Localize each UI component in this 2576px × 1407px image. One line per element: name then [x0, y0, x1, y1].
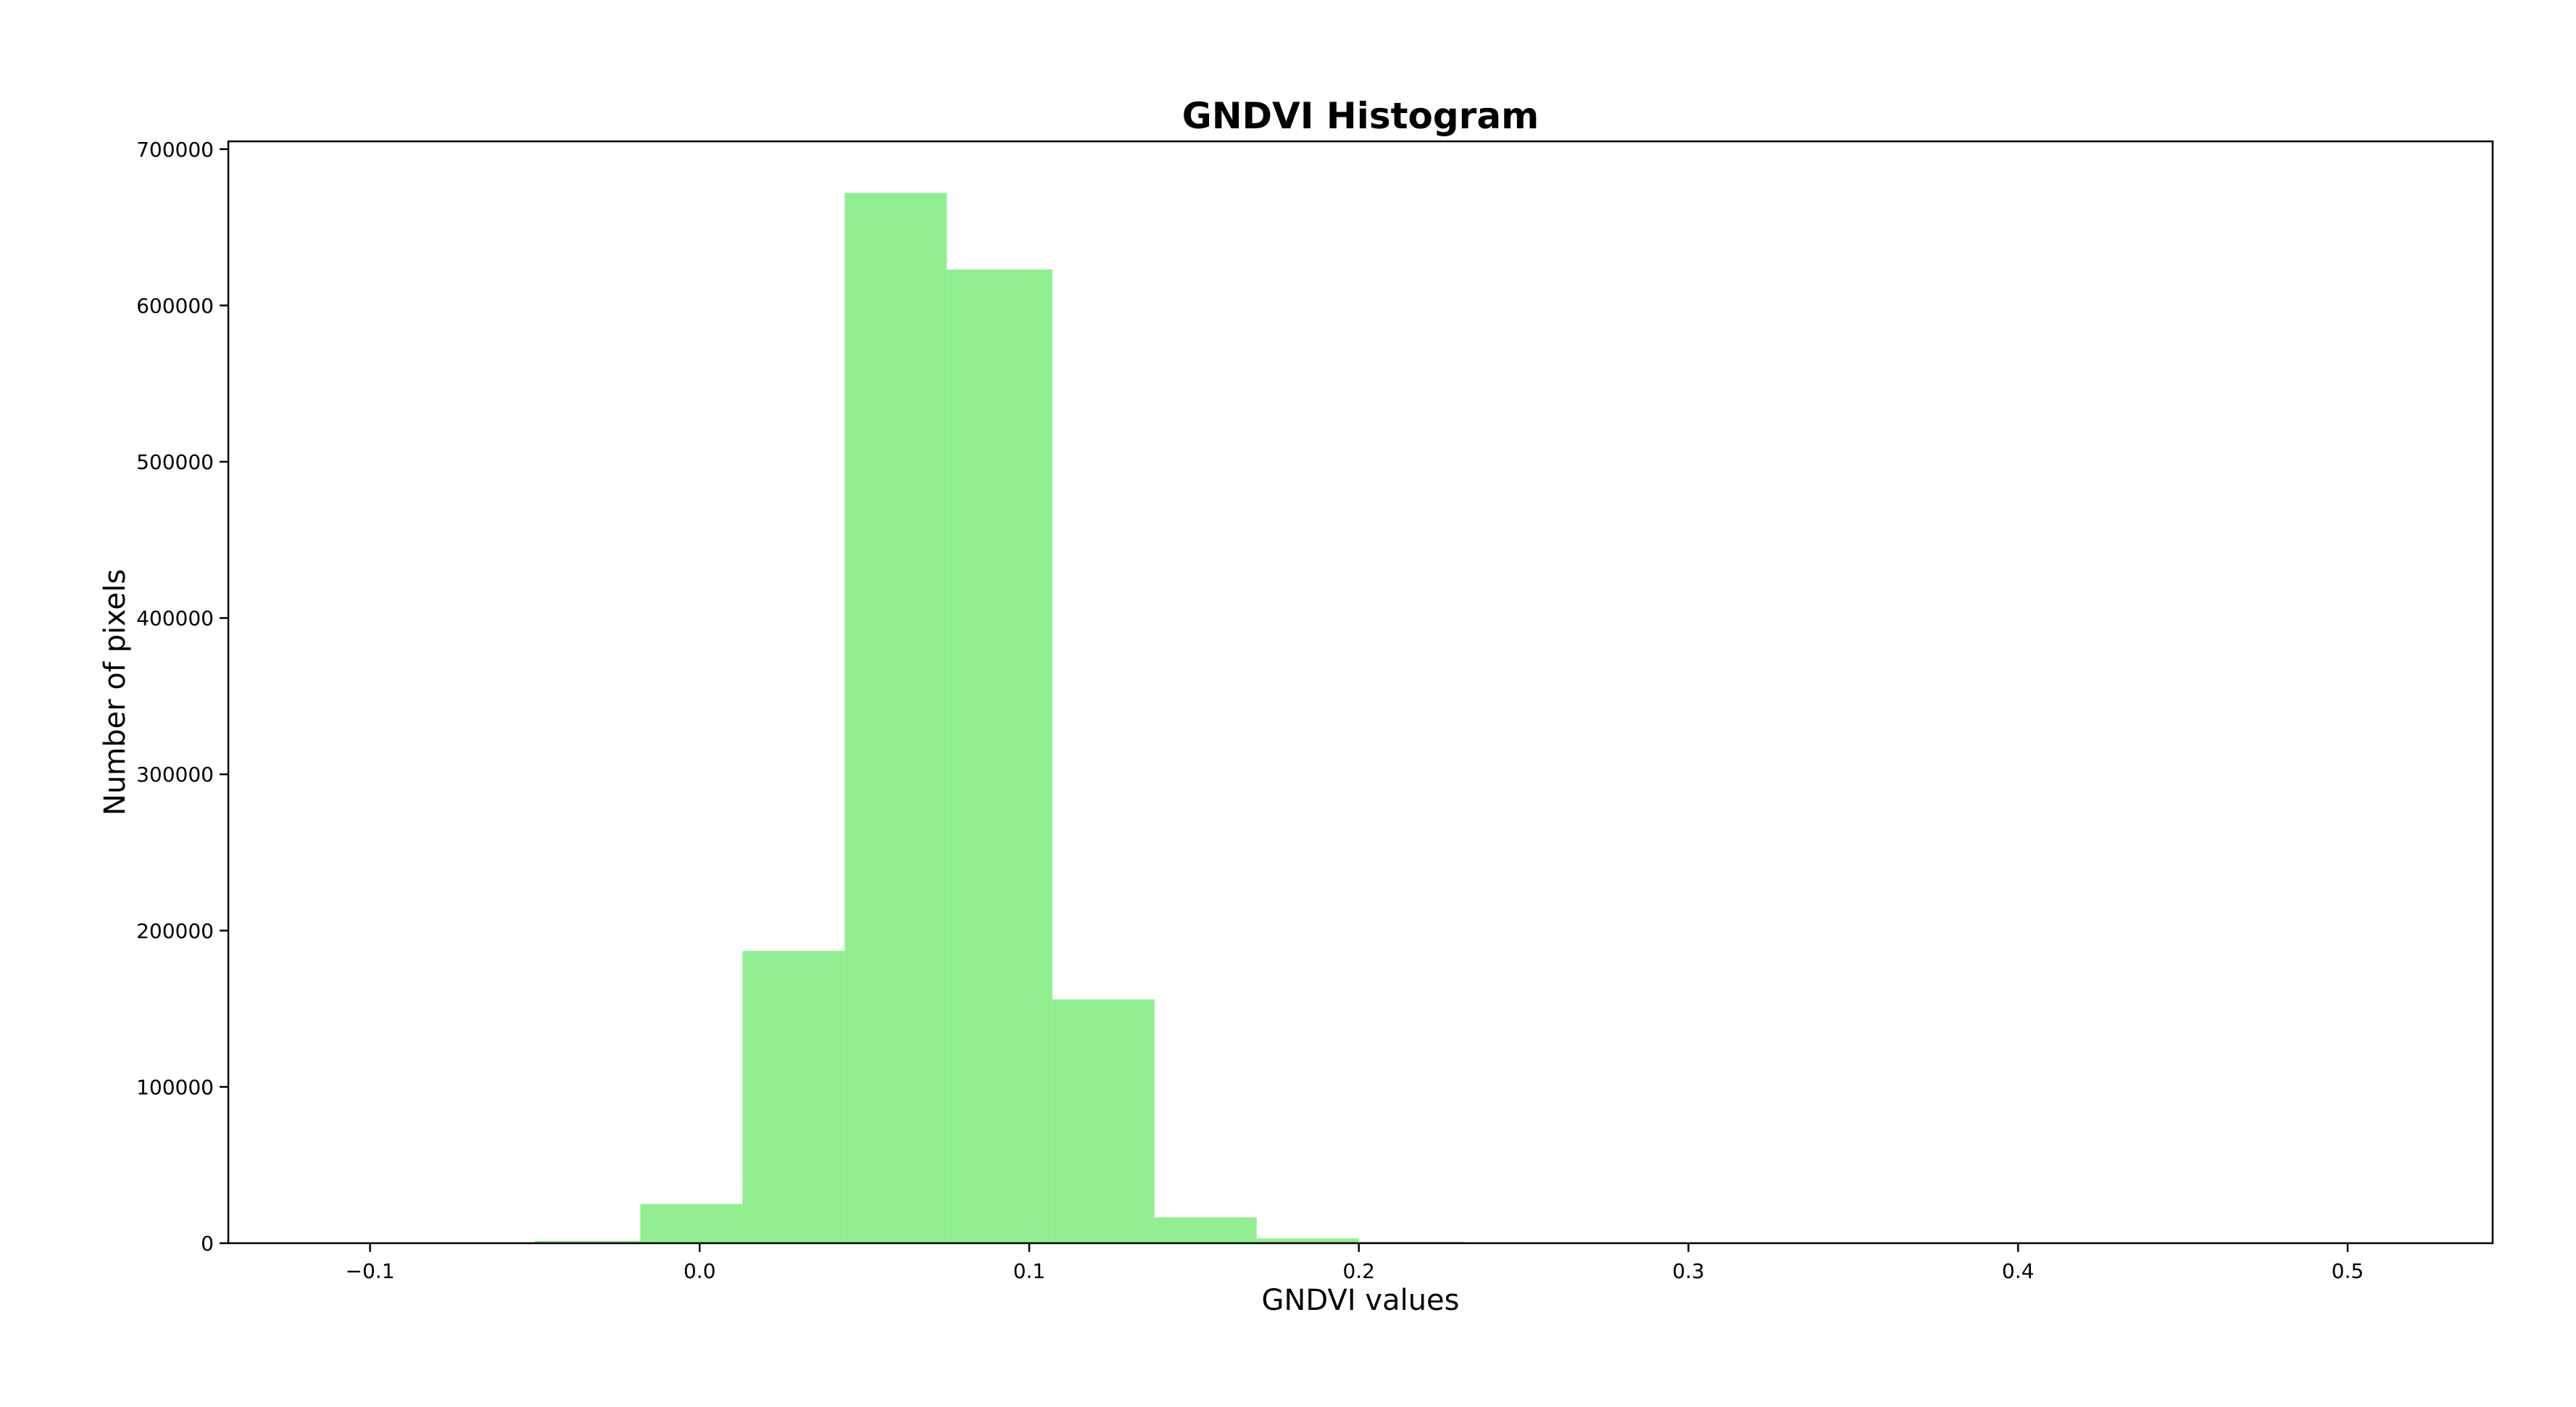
y-axis-label: Number of pixels: [99, 569, 132, 815]
x-tick-label: 0.5: [2332, 1259, 2364, 1283]
y-tick-label: 700000: [136, 138, 214, 162]
histogram-bar: [1256, 1238, 1359, 1243]
histogram-bar: [947, 269, 1052, 1243]
x-tick-label: 0.1: [1013, 1259, 1046, 1283]
histogram-bar: [640, 1204, 743, 1243]
y-tick-label: 500000: [136, 450, 214, 474]
x-tick-label: 0.3: [1672, 1259, 1705, 1283]
y-axis-ticks: 0 100000 200000 300000 400000 500000 600000 700…: [136, 138, 228, 1255]
y-tick-label: 100000: [136, 1075, 214, 1099]
histogram-bars: [534, 193, 1465, 1243]
histogram-bar: [844, 193, 947, 1243]
y-tick-label: 0: [201, 1232, 214, 1255]
x-tick-label: −0.1: [346, 1259, 395, 1283]
x-tick-label: 0.0: [684, 1259, 716, 1283]
y-tick-label: 300000: [136, 763, 214, 786]
histogram-bar: [1154, 1217, 1257, 1243]
x-tick-label: 0.2: [1342, 1259, 1375, 1283]
plot-frame: [227, 140, 2494, 1245]
y-tick-label: 200000: [136, 919, 214, 943]
y-tick-label: 400000: [136, 607, 214, 631]
x-axis-label: GNDVI values: [1262, 1284, 1460, 1317]
x-axis-ticks: −0.1 0.0 0.1 0.2 0.3 0.4 0.5: [346, 1243, 2364, 1283]
x-tick-label: 0.4: [2002, 1259, 2035, 1283]
histogram-bar: [742, 950, 845, 1243]
y-tick-label: 600000: [136, 294, 214, 317]
histogram-bar: [1052, 999, 1155, 1243]
histogram-bar: [534, 1240, 641, 1243]
chart-title: GNDVI Histogram: [1182, 95, 1539, 137]
